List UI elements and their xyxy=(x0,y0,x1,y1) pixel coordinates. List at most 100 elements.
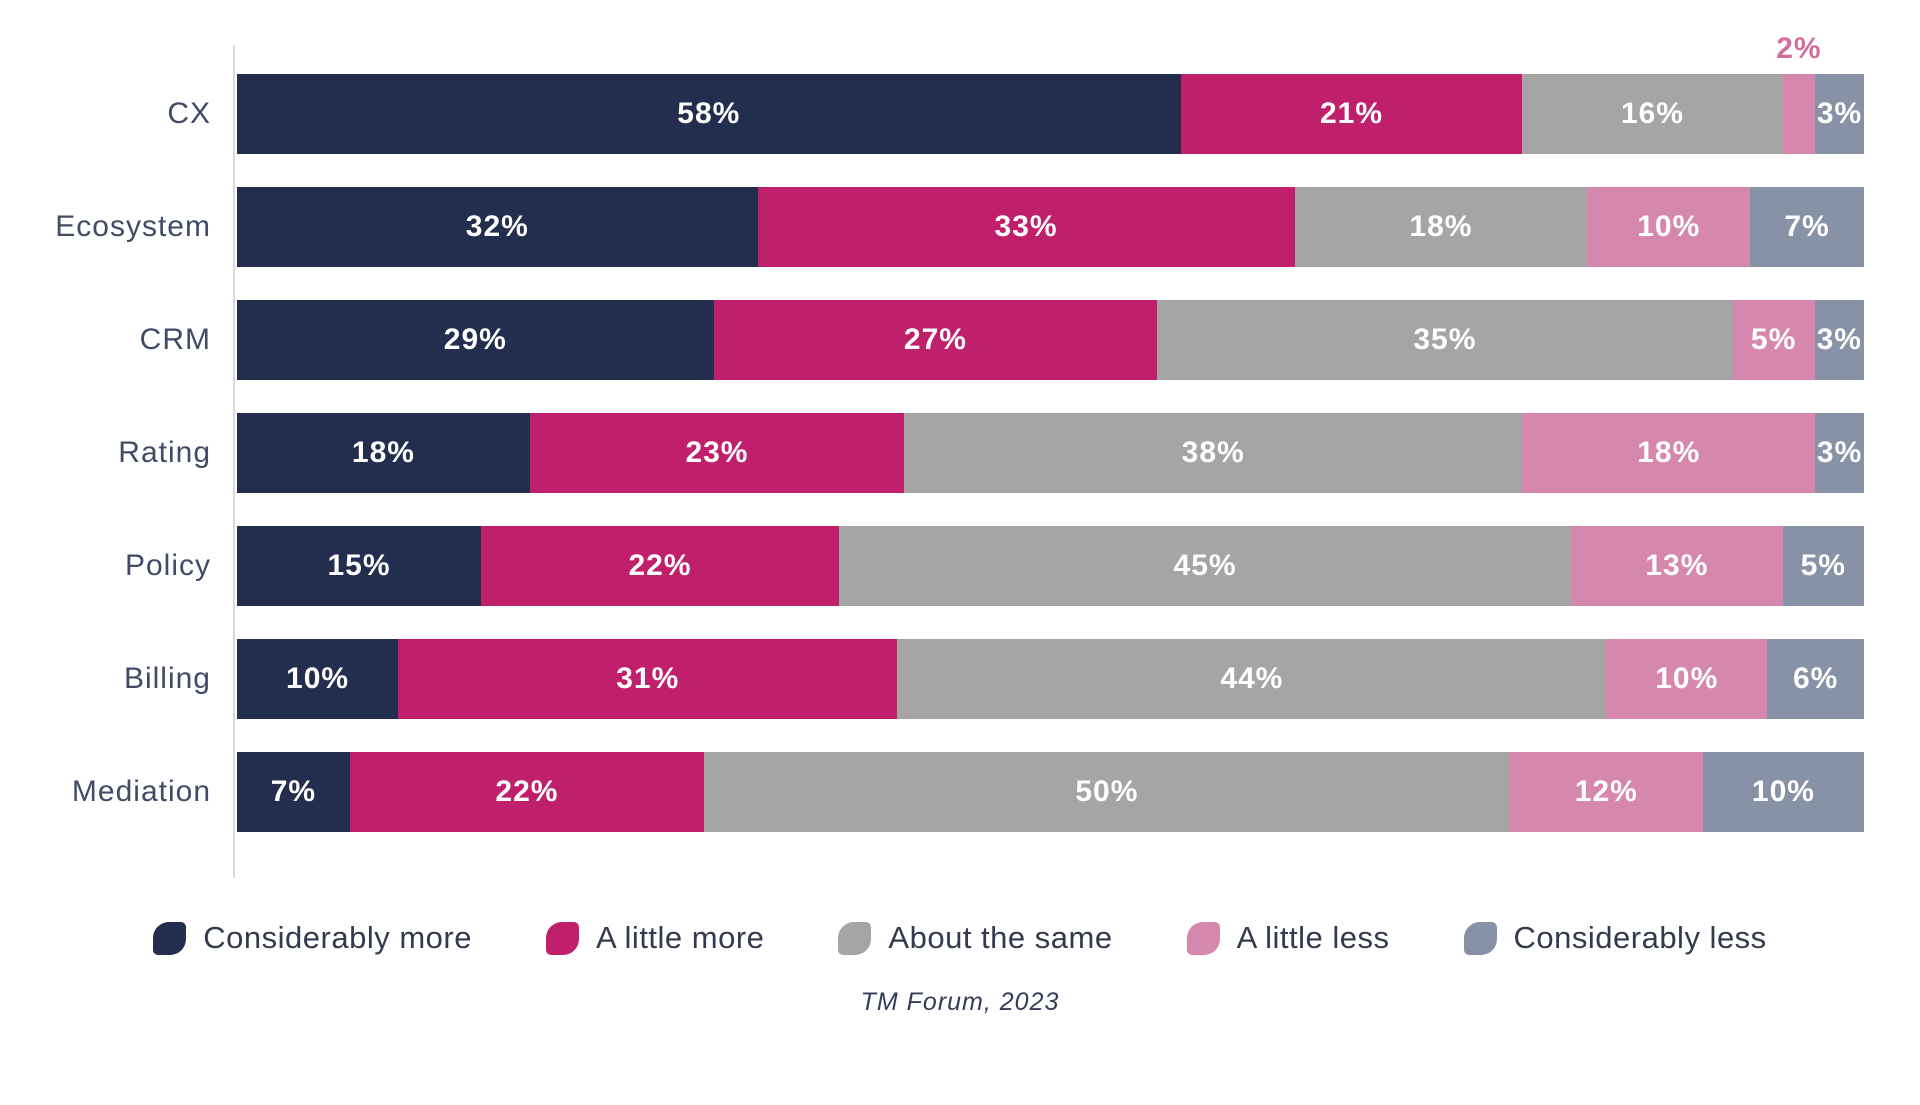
bar-segment: 10% xyxy=(1587,186,1751,267)
legend-swatch-icon xyxy=(153,921,187,955)
value-label: 10% xyxy=(1655,661,1719,695)
value-label: 5% xyxy=(1800,548,1846,582)
value-label: 3% xyxy=(1816,435,1863,469)
stacked-bar-chart: CX 58% 21% 16% 2% 3% Ecosystem 32% 33% 18% 10% 7% CR… xyxy=(0,32,1920,1105)
category-label: CRM xyxy=(139,322,211,356)
bar-segment: 44% xyxy=(897,638,1607,719)
bar-segment: 32% xyxy=(237,186,758,267)
value-label: 22% xyxy=(628,548,692,582)
bar-row-cx: CX 58% 21% 16% 2% 3% xyxy=(0,32,1920,170)
y-axis-line xyxy=(233,45,235,878)
bar-segment: 12% xyxy=(1509,751,1703,832)
bar-segment: 27% xyxy=(713,299,1158,380)
legend-item: Considerably less xyxy=(1463,920,1767,956)
value-label: 38% xyxy=(1181,435,1245,469)
legend-label: A little less xyxy=(1236,920,1390,955)
legend: Considerably more A little more About the … xyxy=(0,920,1920,956)
bar-row-mediation: Mediation 7% 22% 50% 12% 10% xyxy=(0,735,1920,848)
value-label: 7% xyxy=(1784,209,1830,243)
bar-segment: 13% xyxy=(1571,525,1783,606)
value-label: 32% xyxy=(465,209,529,243)
stacked-bar: 7% 22% 50% 12% 10% xyxy=(237,751,1864,832)
category-label: Policy xyxy=(124,548,211,582)
value-label: 18% xyxy=(1409,209,1473,243)
rows: CX 58% 21% 16% 2% 3% Ecosystem 32% 33% 18% 10% 7% CR… xyxy=(0,32,1920,848)
value-label: 58% xyxy=(677,96,741,130)
bar-segment: 5% xyxy=(1782,525,1864,606)
bar-segment: 7% xyxy=(1750,186,1864,267)
bar-segment: 38% xyxy=(904,412,1523,493)
value-label: 5% xyxy=(1750,322,1797,356)
value-label: 12% xyxy=(1574,774,1638,808)
legend-label: A little more xyxy=(595,920,765,955)
stacked-bar: 29% 27% 35% 5% 3% xyxy=(237,299,1864,380)
value-label: 18% xyxy=(1637,435,1701,469)
legend-item: A little less xyxy=(1186,920,1390,956)
value-label: 21% xyxy=(1319,96,1383,130)
stacked-bar: 15% 22% 45% 13% 5% xyxy=(237,525,1864,606)
value-label: 7% xyxy=(270,774,317,808)
bar-row-rating: Rating 18% 23% 38% 18% 3% xyxy=(0,396,1920,509)
legend-label: Considerably more xyxy=(203,920,472,955)
value-label: 50% xyxy=(1075,774,1139,808)
bar-segment: 3% xyxy=(1815,412,1864,493)
bar-segment: 18% xyxy=(1522,412,1816,493)
stacked-bar: 10% 31% 44% 10% 6% xyxy=(237,638,1864,719)
bar-segment: 29% xyxy=(237,299,714,380)
value-label: 33% xyxy=(994,209,1058,243)
value-label: 18% xyxy=(351,435,415,469)
bar-segment: 7% xyxy=(237,751,350,832)
bar-segment: 45% xyxy=(838,525,1572,606)
bar-segment: 33% xyxy=(757,186,1295,267)
legend-swatch-icon xyxy=(1186,921,1220,955)
bar-segment: 16% xyxy=(1522,73,1783,154)
category-label: CX xyxy=(167,96,211,130)
legend-swatch-icon xyxy=(545,921,579,955)
value-label: 3% xyxy=(1816,322,1862,356)
bar-segment: 3% xyxy=(1814,299,1864,380)
bar-segment: 3% xyxy=(1815,73,1864,154)
bar-row-ecosystem: Ecosystem 32% 33% 18% 10% 7% xyxy=(0,170,1920,283)
bar-segment: 10% xyxy=(237,638,399,719)
bar-segment: 2% xyxy=(1776,32,1821,154)
bar-segment: 5% xyxy=(1732,299,1815,380)
source-caption: TM Forum, 2023 xyxy=(860,988,1060,1016)
legend-item: A little more xyxy=(545,920,765,956)
value-label: 16% xyxy=(1620,96,1684,130)
value-label: 13% xyxy=(1645,548,1709,582)
bar-segment: 23% xyxy=(529,412,905,493)
value-label: 35% xyxy=(1413,322,1477,356)
bar-segment: 22% xyxy=(481,525,839,606)
legend-swatch-icon xyxy=(1463,921,1497,955)
value-label: 22% xyxy=(495,774,559,808)
bar-segment: 21% xyxy=(1180,73,1523,154)
legend-item: About the same xyxy=(838,920,1112,956)
value-label: 27% xyxy=(903,322,967,356)
value-label: 3% xyxy=(1816,96,1863,130)
bar-segment: 18% xyxy=(237,412,530,493)
bar-segment: 31% xyxy=(398,638,898,719)
bar-segment: 50% xyxy=(704,751,1510,832)
legend-item: Considerably more xyxy=(153,920,472,956)
stacked-bar: 58% 21% 16% 2% 3% xyxy=(237,32,1864,154)
value-label: 29% xyxy=(443,322,507,356)
value-label: 45% xyxy=(1173,548,1237,582)
bar-segment: 58% xyxy=(237,73,1181,154)
category-label: Billing xyxy=(123,661,211,695)
value-label: 15% xyxy=(327,548,391,582)
bar-row-crm: CRM 29% 27% 35% 5% 3% xyxy=(0,283,1920,396)
bar-segment: 22% xyxy=(349,751,705,832)
value-label: 10% xyxy=(1637,209,1701,243)
value-label: 44% xyxy=(1220,661,1284,695)
bar-segment: 15% xyxy=(237,525,482,606)
legend-swatch-icon xyxy=(838,921,872,955)
legend-label: Considerably less xyxy=(1513,920,1767,955)
value-label: 31% xyxy=(616,661,680,695)
value-label: 10% xyxy=(1751,774,1815,808)
bar-segment: 6% xyxy=(1767,638,1864,719)
value-label: 6% xyxy=(1792,661,1839,695)
stacked-bar: 18% 23% 38% 18% 3% xyxy=(237,412,1864,493)
bar-segment: 35% xyxy=(1157,299,1733,380)
stacked-bar: 32% 33% 18% 10% 7% xyxy=(237,186,1864,267)
legend-label: About the same xyxy=(888,920,1113,955)
